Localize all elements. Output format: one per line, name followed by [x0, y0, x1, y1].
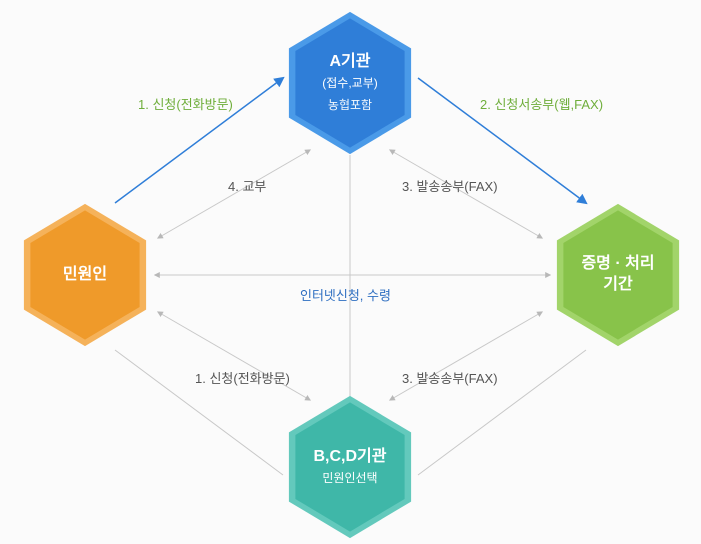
- node-title: 민원인: [63, 265, 107, 286]
- edge-label-send-fax-top: 3. 발송송부(FAX): [402, 176, 498, 195]
- node-a-agency: A기관 (접수,교부) 농협포함: [285, 8, 415, 158]
- node-civil-petitioner: 민원인: [20, 200, 150, 350]
- node-sub: 민원인선택: [314, 470, 387, 487]
- node-sub: (접수,교부): [322, 75, 378, 92]
- edge-label-send-fax-bot: 3. 발송송부(FAX): [402, 368, 498, 387]
- node-title: 증명 · 처리: [581, 254, 654, 275]
- node-cert-period: 증명 · 처리 기간: [553, 200, 683, 350]
- node-bcd-agency: B,C,D기관 민원인선택: [285, 392, 415, 542]
- node-title: A기관: [322, 52, 378, 73]
- edge-label-issue: 4. 교부: [228, 176, 266, 195]
- edge-label-apply-visit-top: 1. 신청(전화방문): [138, 94, 233, 113]
- edge-label-internet: 인터넷신청, 수령: [300, 285, 391, 304]
- edge-label-apply-visit-bot: 1. 신청(전화방문): [195, 368, 290, 387]
- node-sub2: 농협포함: [322, 97, 378, 114]
- node-title: B,C,D기관: [314, 447, 387, 468]
- edge-label-send-form: 2. 신청서송부(웹,FAX): [480, 94, 603, 113]
- node-sub: 기간: [581, 275, 654, 296]
